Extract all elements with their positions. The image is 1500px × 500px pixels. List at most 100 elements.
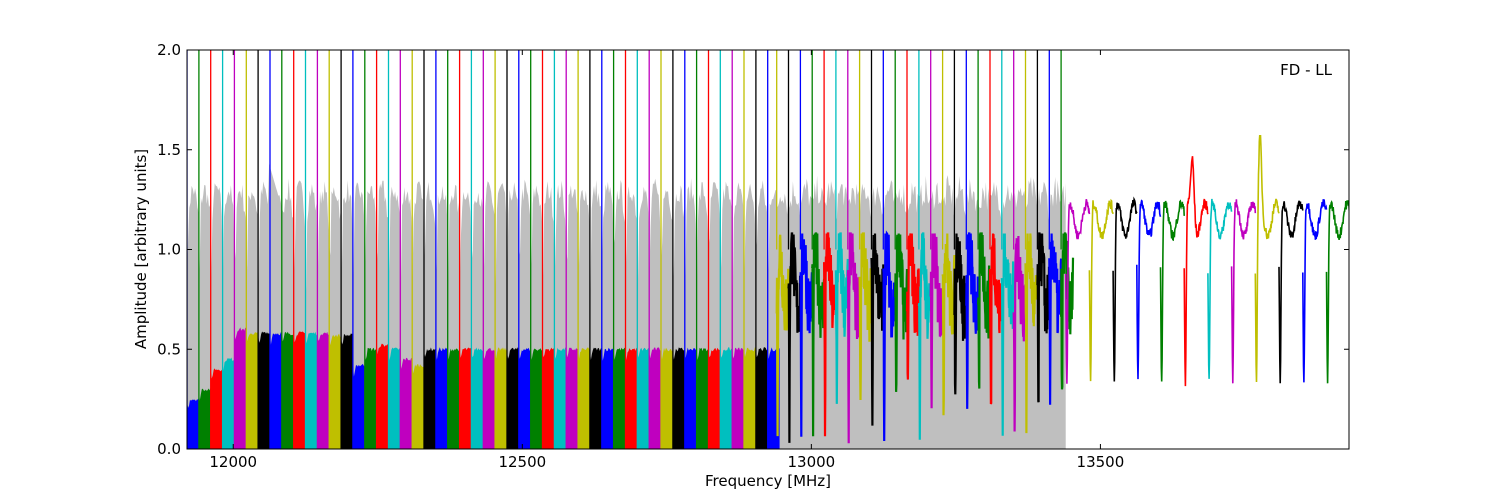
channel-trace-19 <box>1000 233 1015 436</box>
channel-block-13 <box>341 333 353 449</box>
channel-trace-3 <box>811 232 826 437</box>
channel-trace-17 <box>977 232 992 389</box>
channel-block-44 <box>708 347 721 449</box>
channel-block-19 <box>412 364 424 449</box>
channel-block-45 <box>720 347 733 449</box>
channel-trace-s7 <box>1230 199 1257 384</box>
channel-trace-14 <box>941 233 956 416</box>
channel-block-47 <box>744 347 756 449</box>
y-tick-label-2: 1.0 <box>157 241 181 259</box>
channel-trace-21 <box>1024 233 1039 434</box>
channel-trace-5 <box>834 232 849 404</box>
channel-trace-s8 <box>1254 135 1280 383</box>
channel-trace-s10 <box>1302 199 1328 383</box>
channel-block-31 <box>554 347 567 449</box>
channel-block-35 <box>601 347 614 449</box>
channel-trace-s3 <box>1136 199 1162 380</box>
channel-block-39 <box>649 347 661 449</box>
channel-trace-s2 <box>1112 196 1138 382</box>
channel-block-36 <box>613 347 626 449</box>
channel-block-3 <box>222 357 235 449</box>
channel-trace-1 <box>787 232 802 443</box>
channel-block-28 <box>518 347 531 449</box>
channel-block-8 <box>281 331 294 449</box>
channel-block-14 <box>352 363 365 449</box>
channel-trace-9 <box>882 230 897 442</box>
channel-block-15 <box>364 347 377 449</box>
x-tick-label-2: 13000 <box>787 453 835 471</box>
y-tick-label-0: 0.0 <box>157 440 181 458</box>
channel-block-7 <box>270 332 282 449</box>
y-tick-label-3: 1.5 <box>157 141 181 159</box>
channel-block-33 <box>578 347 590 449</box>
channel-block-29 <box>530 348 543 449</box>
channel-block-2 <box>210 368 223 449</box>
channel-trace-20 <box>1012 235 1027 432</box>
channel-block-23 <box>459 347 472 449</box>
channel-block-24 <box>471 347 484 449</box>
channel-trace-24 <box>1060 232 1075 390</box>
channel-trace-0 <box>775 234 790 437</box>
channel-trace-6 <box>846 232 861 444</box>
channel-block-12 <box>329 333 342 449</box>
channel-block-26 <box>495 347 507 449</box>
x-tick-label-1: 12500 <box>498 453 546 471</box>
channel-trace-4 <box>823 232 837 437</box>
channel-block-6 <box>258 331 270 449</box>
channel-block-46 <box>732 347 744 449</box>
channel-block-20 <box>424 347 436 449</box>
channel-block-32 <box>566 347 579 449</box>
chart-annotation: FD - LL <box>1280 61 1332 79</box>
channel-trace-12 <box>917 232 932 440</box>
channel-block-43 <box>696 347 709 449</box>
channel-trace-s11 <box>1325 200 1349 384</box>
channel-block-10 <box>305 331 318 449</box>
x-axis-label: Frequency [MHz] <box>705 472 831 490</box>
y-axis-label: Amplitude [arbitrary units] <box>132 149 150 349</box>
channel-trace-s4 <box>1159 199 1185 382</box>
channel-trace-10 <box>894 233 909 392</box>
channel-block-18 <box>400 357 413 449</box>
channel-block-9 <box>293 331 306 449</box>
ticks-layer: 12000 12500 13000 13500 0.0 0.5 1.0 1.5 2.0 <box>157 41 1349 471</box>
channel-trace-23 <box>1048 233 1063 405</box>
channel-trace-s6 <box>1207 198 1233 379</box>
x-tick-label-3: 13500 <box>1077 453 1125 471</box>
channel-trace-s9 <box>1278 200 1304 384</box>
series-layer <box>187 50 1349 449</box>
channel-block-5 <box>246 332 259 449</box>
channel-trace-16 <box>965 232 980 409</box>
channel-block-4 <box>234 327 247 449</box>
channel-trace-s1 <box>1088 198 1114 382</box>
channel-block-25 <box>483 347 496 449</box>
y-tick-label-1: 0.5 <box>157 340 181 358</box>
y-tick-label-4: 2.0 <box>157 41 181 59</box>
channel-block-37 <box>625 347 638 449</box>
channel-block-11 <box>317 331 330 449</box>
channel-block-30 <box>542 347 555 449</box>
channel-block-17 <box>388 347 401 449</box>
channel-block-1 <box>198 387 211 449</box>
channel-block-27 <box>507 347 519 449</box>
channel-block-16 <box>376 343 389 449</box>
channel-trace-22 <box>1036 232 1051 403</box>
channel-block-40 <box>661 347 673 449</box>
channel-block-34 <box>589 347 602 449</box>
channel-trace-7 <box>858 232 873 401</box>
channel-block-38 <box>637 347 650 449</box>
channel-trace-2 <box>799 233 814 437</box>
channel-trace-11 <box>905 233 920 380</box>
channel-trace-s0 <box>1064 199 1091 384</box>
channel-trace-s5 <box>1183 156 1209 387</box>
channel-trace-13 <box>929 233 944 409</box>
channel-trace-8 <box>870 233 885 426</box>
channel-block-21 <box>435 347 448 449</box>
channel-trace-15 <box>953 233 968 395</box>
channel-block-42 <box>684 347 697 449</box>
x-tick-label-0: 12000 <box>209 453 257 471</box>
channel-trace-18 <box>988 233 1003 405</box>
channel-block-41 <box>672 347 685 449</box>
channel-block-48 <box>755 347 768 449</box>
channel-block-0 <box>187 397 199 449</box>
